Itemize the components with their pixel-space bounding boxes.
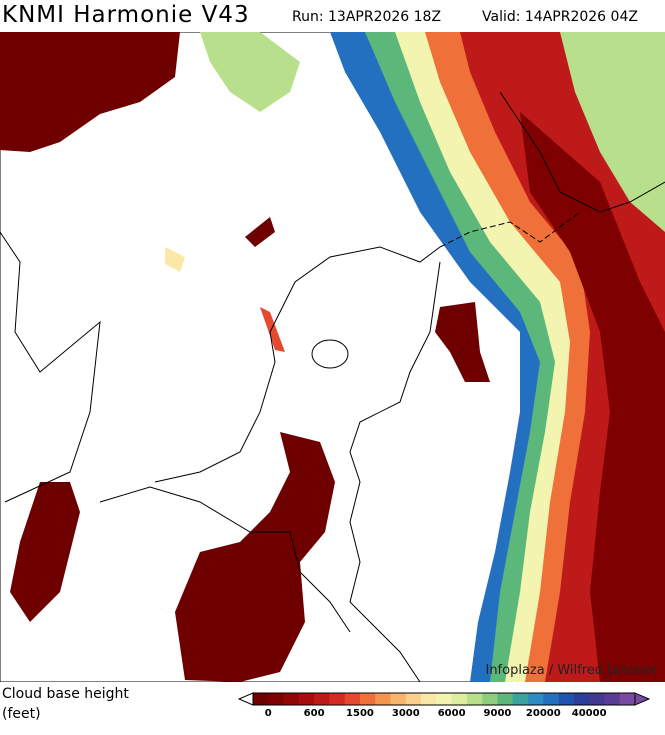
colorbar-swatch (543, 693, 560, 705)
colorbar-swatch (344, 693, 361, 705)
legend-unit: (feet) (2, 706, 41, 722)
colorbar-swatch (482, 693, 498, 705)
uk-coast (0, 231, 101, 503)
colorbar-frame (252, 692, 636, 706)
colorbar-swatch (436, 693, 453, 705)
colorbar-tick-label: 6000 (438, 708, 466, 719)
valid-time: Valid: 14APR2026 04Z (482, 9, 638, 25)
run-time: Run: 13APR2026 18Z (292, 9, 442, 25)
legend-title: Cloud base height (2, 686, 129, 702)
colorbar-swatch (604, 693, 621, 705)
colorbar-swatch (314, 693, 330, 705)
colorbar-tick-label: 9000 (484, 708, 512, 719)
colorbar-swatch (466, 693, 483, 705)
colorbar-swatch (573, 693, 590, 705)
colorbar-swatch (589, 693, 605, 705)
credit: Infoplaza / Wilfred Janssen (485, 663, 657, 678)
colorbar-tick-label: 3000 (392, 708, 420, 719)
de-border (349, 261, 441, 682)
sea-border (439, 211, 581, 248)
colorbar-swatch (421, 693, 437, 705)
borders (0, 91, 665, 682)
colorbar-swatch (390, 693, 407, 705)
colorbar-swatch (405, 693, 422, 705)
colorbar-swatch (451, 693, 468, 705)
map: Infoplaza / Wilfred Janssen (0, 32, 665, 682)
colorbar-arrow-right (634, 692, 651, 706)
colorbar-swatch (512, 693, 529, 705)
lake (311, 339, 349, 369)
colorbar-tick-label: 600 (304, 708, 325, 719)
colorbar-swatch (329, 693, 346, 705)
colorbar-swatch (359, 693, 376, 705)
colorbar: 0 600 1500 3000 6000 9000 20000 40000 (237, 692, 651, 719)
colorbar-arrow-left (237, 692, 254, 706)
title: KNMI Harmonie V43 (2, 2, 250, 28)
nl-coast (154, 246, 441, 483)
colorbar-swatch (268, 693, 285, 705)
colorbar-swatch (375, 693, 392, 705)
be-border (99, 486, 351, 633)
colorbar-tick-label: 0 (265, 708, 272, 719)
dk-coast (499, 91, 665, 213)
colorbar-swatch (497, 693, 514, 705)
colorbar-swatch (528, 693, 544, 705)
colorbar-tick-label: 1500 (346, 708, 374, 719)
colorbar-tick-label: 20000 (526, 708, 561, 719)
colorbar-swatch (283, 693, 300, 705)
colorbar-tick-label: 40000 (572, 708, 607, 719)
colorbar-swatch (253, 693, 269, 705)
colorbar-swatch (298, 693, 315, 705)
cloud-field (0, 32, 665, 682)
colorbar-swatch (619, 693, 636, 705)
colorbar-swatch (558, 693, 575, 705)
